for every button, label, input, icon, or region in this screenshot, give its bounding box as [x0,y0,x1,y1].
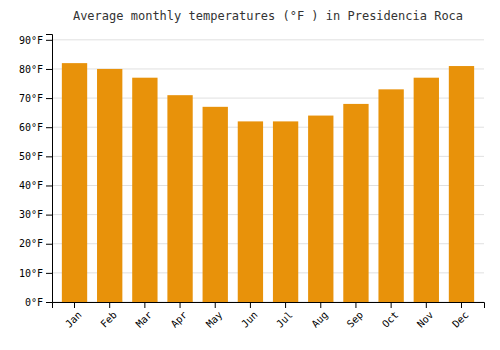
x-tick: Nov [415,302,436,330]
x-tick: Dec [450,302,471,330]
y-tick-label: 40°F [19,180,43,191]
x-tick: Feb [98,302,119,330]
bar [97,69,122,302]
x-tick-label: Jan [63,309,84,330]
x-tick-label: Sep [345,309,366,330]
y-tick: 80°F [19,64,52,75]
x-tick: Jun [239,302,260,330]
plot: 0°F 10°F 20°F 30°F 40°F 50°F 60°F 70°F 80°F 90°F J… [19,35,485,330]
y-tick-label: 10°F [19,268,43,279]
grid-line [52,39,484,40]
bar [343,104,368,302]
y-tick: 10°F [19,268,52,279]
y-tick: 60°F [19,122,52,133]
y-axis: 0°F 10°F 20°F 30°F 40°F 50°F 60°F 70°F 80°F 90°F [19,35,53,308]
bar [308,116,333,302]
x-tick-mark [215,302,216,308]
bar [378,89,403,302]
x-tick-mark [74,302,75,308]
y-tick-label: 90°F [19,35,43,46]
y-tick-label: 0°F [25,297,43,308]
y-tick: 70°F [19,93,52,104]
x-tick: Jan [63,302,84,330]
bar [203,107,228,302]
x-tick-label: Nov [415,309,436,330]
x-axis-line [53,303,485,309]
x-tick-mark [144,302,145,308]
y-tick: 50°F [19,151,52,162]
x-tick-mark [355,302,356,308]
x-tick-label: Apr [169,309,190,330]
y-tick-mark [46,127,52,128]
y-tick-label: 80°F [19,64,43,75]
bars [62,63,474,302]
x-tick-mark [391,302,392,308]
x-tick-label: Dec [450,309,471,330]
x-tick: Aug [309,302,330,330]
x-tick: May [204,302,225,330]
bar [62,63,87,302]
x-tick-label: Jul [274,309,295,330]
x-tick: Jul [274,302,295,330]
x-tick: Mar [134,302,155,330]
x-axis: Jan Feb Mar Apr May Jun Jul Aug Sep Oct Nov Dec [53,302,485,330]
y-tick-mark [46,98,52,99]
x-tick: Sep [345,302,366,330]
y-tick-label: 30°F [19,209,43,220]
bar [167,95,192,302]
x-tick-label: Aug [309,309,330,330]
y-tick-label: 70°F [19,93,43,104]
title: Average monthly temperatures (°F ) in Pr… [73,9,463,23]
x-tick-mark [109,302,110,308]
x-tick-label: May [204,309,225,330]
x-tick-mark [426,302,427,308]
y-tick: 0°F [25,297,52,308]
x-tick-mark [285,302,286,308]
y-tick-mark [46,185,52,186]
x-tick-label: Oct [380,309,401,330]
y-tick-mark [46,215,52,216]
y-tick: 40°F [19,180,52,191]
y-tick-mark [46,40,52,41]
y-tick-mark [46,156,52,157]
x-tick-label: Jun [239,309,260,330]
y-tick-mark [46,273,52,274]
y-tick: 20°F [19,238,52,249]
y-tick: 90°F [19,35,52,46]
x-tick-label: Mar [134,309,155,330]
x-tick-mark [250,302,251,308]
y-axis-line [46,35,53,303]
x-tick-mark [180,302,181,308]
bar [132,78,157,302]
y-tick-label: 50°F [19,151,43,162]
grid [52,40,484,302]
x-tick-mark [461,302,462,308]
y-tick-mark [46,244,52,245]
bar [238,121,263,302]
y-tick-label: 20°F [19,238,43,249]
y-tick-mark [46,69,52,70]
bar [449,66,474,302]
x-tick-mark [320,302,321,308]
x-tick: Apr [169,302,190,330]
y-tick: 30°F [19,209,52,220]
bar [273,121,298,302]
chart: 0°F 10°F 20°F 30°F 40°F 50°F 60°F 70°F 80°F 90°F J… [0,0,500,350]
bar [414,78,439,302]
x-tick-label: Feb [98,309,119,330]
y-tick-mark [46,302,52,303]
x-tick: Oct [380,302,401,330]
y-tick-label: 60°F [19,122,43,133]
